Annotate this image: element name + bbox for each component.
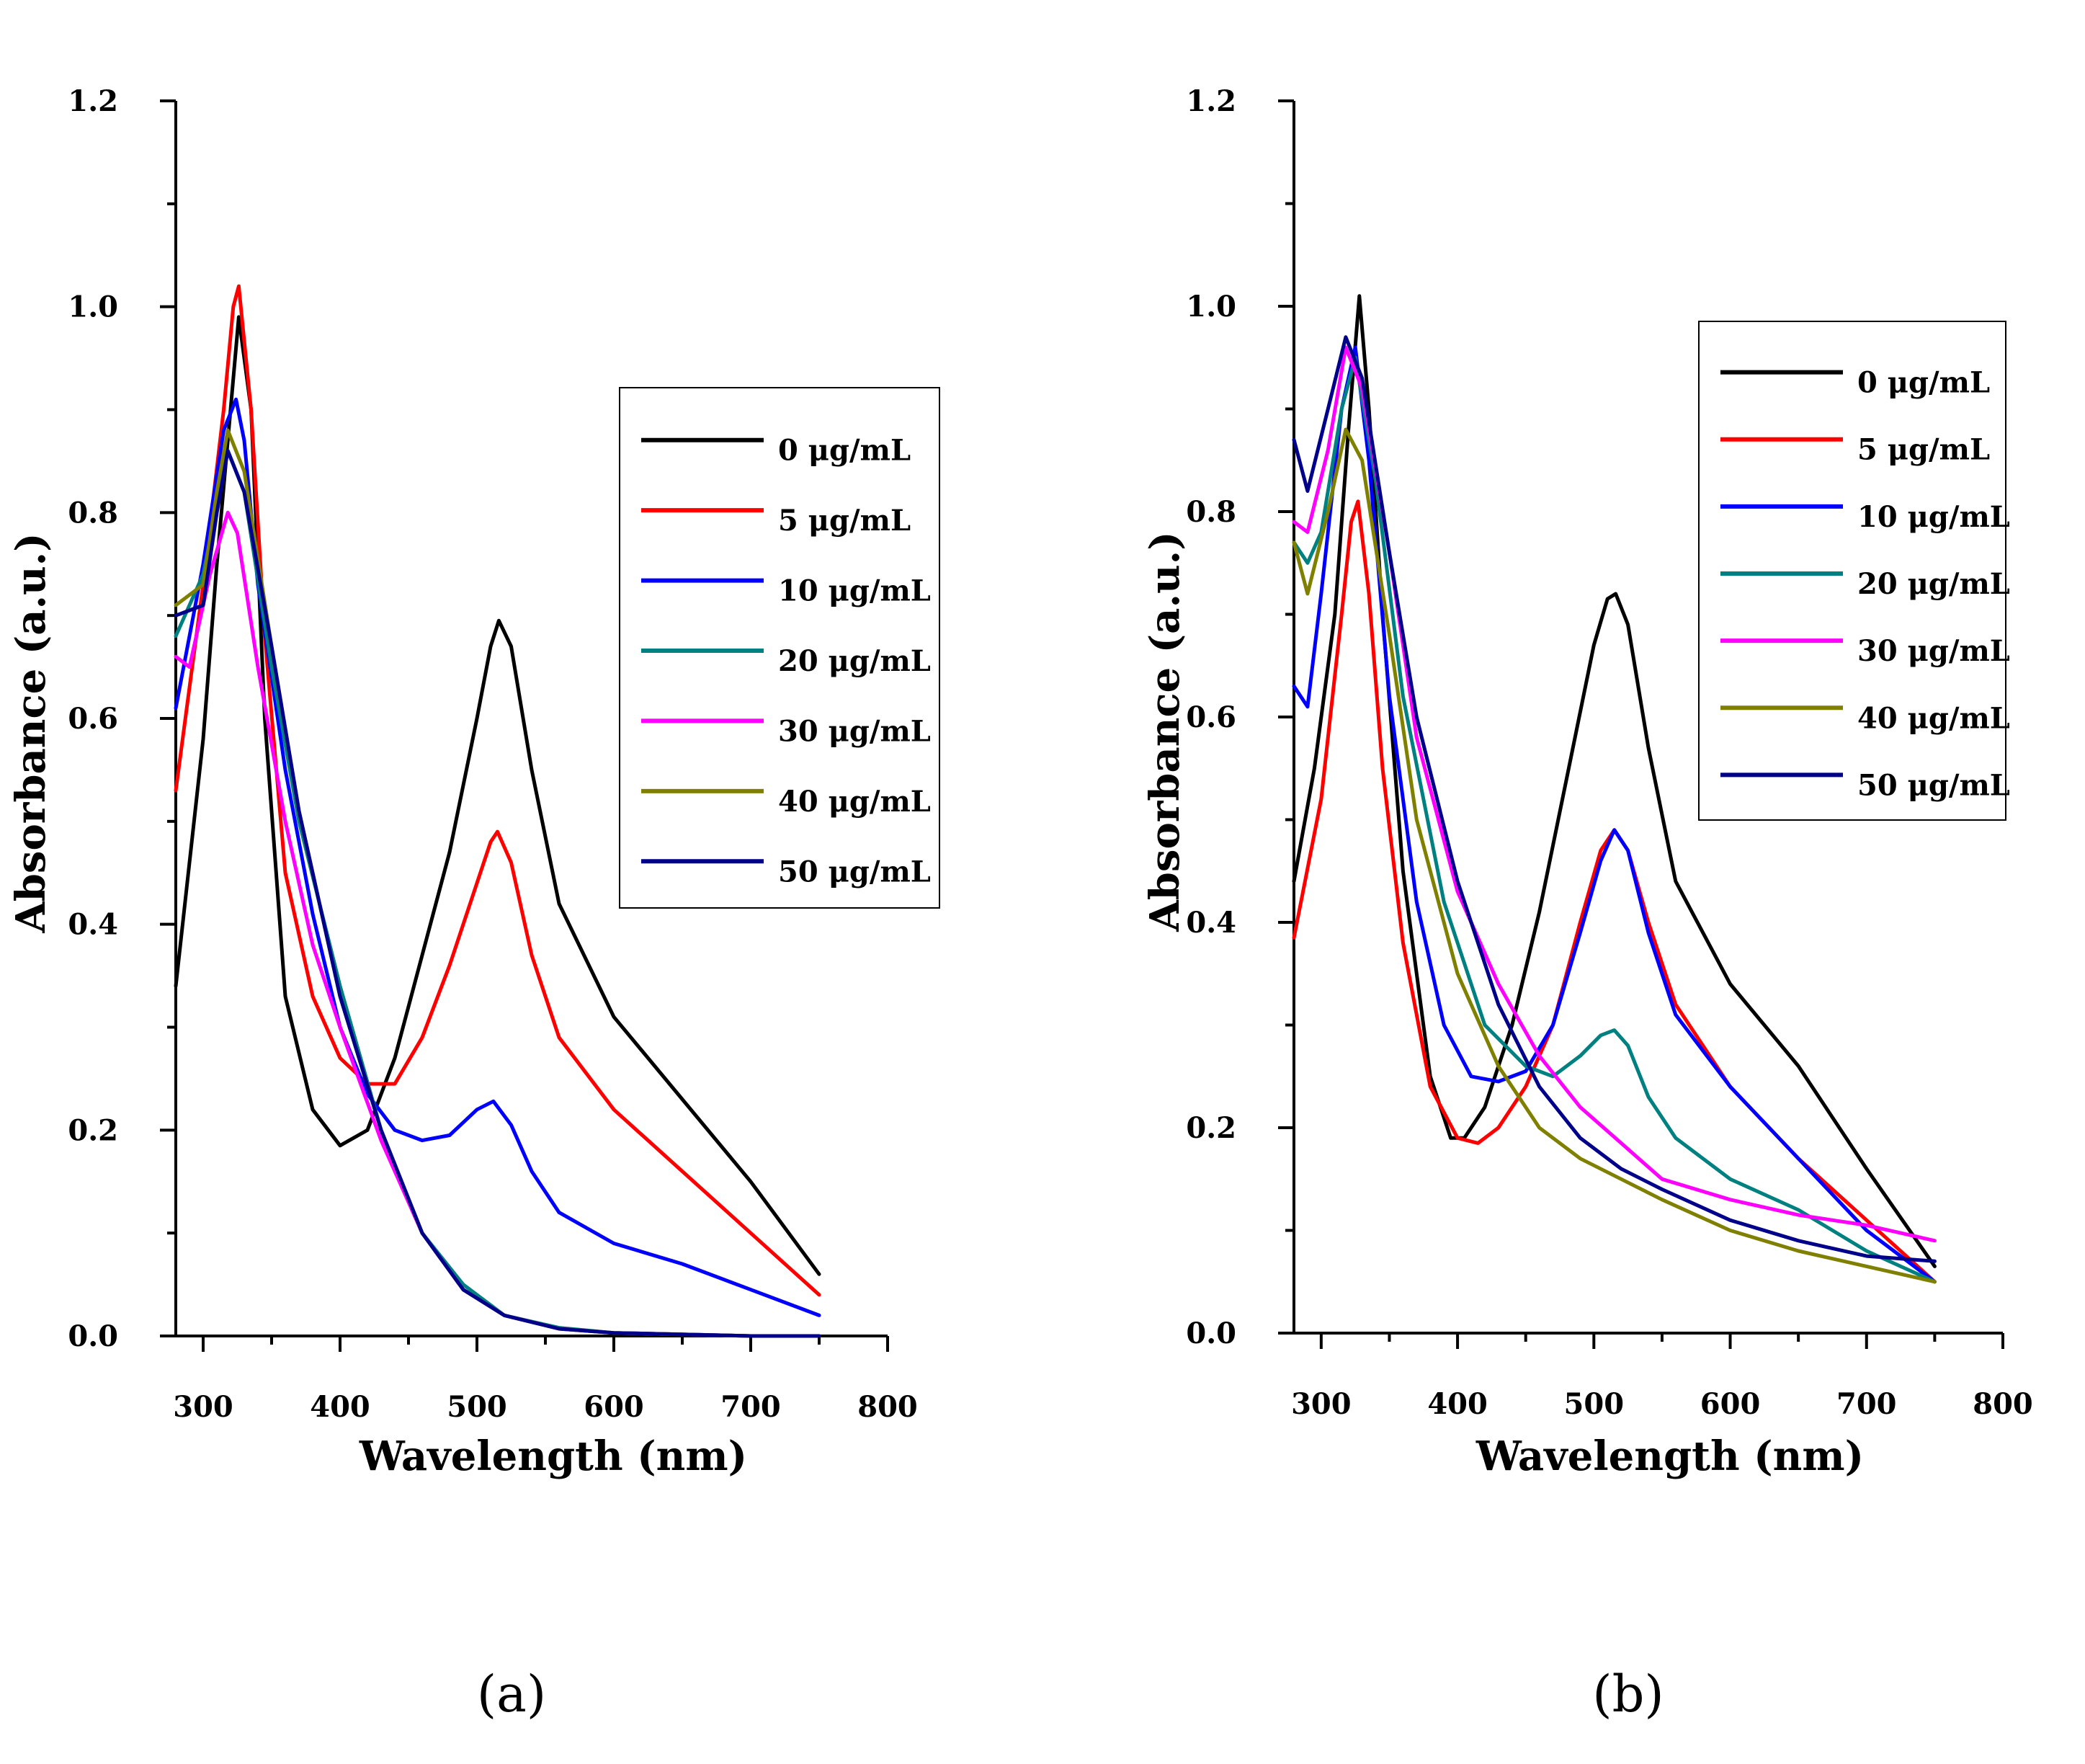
panel-a: 0.0 0.2 0.4 0.6 0.8 1.0 1.2 300 400 500 600 700 800 W… [7, 84, 940, 1724]
y-tick-label: 1.0 [1186, 290, 1236, 324]
y-tick-label: 0.4 [1186, 906, 1236, 940]
legend-label: 50 μg/mL [778, 855, 931, 888]
y-tick-label: 0.6 [68, 702, 118, 736]
legend-label: 40 μg/mL [1857, 701, 2010, 735]
x-tick-label: 600 [1700, 1387, 1761, 1421]
x-tick-label: 800 [1973, 1387, 2033, 1421]
x-tick-label: 400 [1427, 1387, 1488, 1421]
panel-b: 0.0 0.2 0.4 0.6 0.8 1.0 1.2 300 400 500 600 700 800 W… [1141, 84, 2033, 1724]
y-tick-label: 0.2 [68, 1113, 118, 1147]
series-line-50-ug-ml [174, 449, 821, 1338]
y-tick-label: 1.0 [68, 290, 118, 324]
y-tick-label: 0.0 [1186, 1317, 1236, 1350]
x-tick-label: 300 [173, 1390, 233, 1424]
legend-label: 10 μg/mL [778, 574, 931, 608]
panel-label: (b) [1592, 1665, 1664, 1724]
x-tick-label: 400 [310, 1390, 370, 1424]
legend-label: 5 μg/mL [778, 504, 911, 538]
panel-label: (a) [477, 1665, 546, 1724]
series-line-10-ug-ml [174, 397, 821, 1317]
legend-label: 30 μg/mL [778, 714, 931, 748]
x-tick-label: 700 [720, 1390, 781, 1424]
series-line-5-ug-ml [174, 284, 821, 1297]
series-line-50-ug-ml [1292, 335, 1937, 1263]
legend: 0 μg/mL 5 μg/mL 10 μg/mL 20 μg/mL 30 μg/mL 40… [1698, 321, 2010, 821]
x-axis-title: Wavelength (nm) [359, 1433, 747, 1480]
y-tick-label: 0.0 [68, 1319, 118, 1353]
y-tick-label: 0.8 [68, 496, 118, 530]
series-line-0-ug-ml [1292, 294, 1937, 1268]
y-tick-label: 0.2 [1186, 1111, 1236, 1145]
y-tick-label: 0.6 [1186, 700, 1236, 734]
legend-label: 10 μg/mL [1857, 500, 2010, 534]
series-line-0-ug-ml [174, 315, 821, 1276]
y-tick-label: 1.2 [1186, 84, 1236, 118]
x-tick-label: 600 [584, 1390, 644, 1424]
y-tick-label: 1.2 [68, 84, 118, 118]
x-tick-label: 500 [1564, 1387, 1625, 1421]
legend-label: 40 μg/mL [778, 785, 931, 819]
x-tick-label: 800 [857, 1390, 918, 1424]
y-axis-title: Absorbance (a.u.) [1141, 531, 1189, 932]
legend-label: 30 μg/mL [1857, 634, 2010, 668]
legend-box [619, 387, 940, 909]
legend-label: 20 μg/mL [778, 644, 931, 678]
legend-box [1698, 321, 2006, 821]
y-axis-title: Absorbance (a.u.) [7, 533, 55, 933]
legend-label: 50 μg/mL [1857, 768, 2010, 802]
x-tick-label: 700 [1836, 1387, 1897, 1421]
legend-label: 20 μg/mL [1857, 567, 2010, 601]
series-line-5-ug-ml [1292, 499, 1937, 1284]
legend-label: 5 μg/mL [1857, 433, 1990, 467]
series-line-20-ug-ml [1292, 355, 1937, 1284]
x-tick-label: 500 [447, 1390, 507, 1424]
legend-label: 0 μg/mL [778, 434, 911, 468]
y-tick-label: 0.4 [68, 908, 118, 942]
x-axis-title: Wavelength (nm) [1475, 1433, 1864, 1480]
series-line-30-ug-ml [1292, 345, 1937, 1243]
y-tick-label: 0.8 [1186, 495, 1236, 529]
series-line-40-ug-ml [1292, 427, 1937, 1284]
legend: 0 μg/mL 5 μg/mL 10 μg/mL 20 μg/mL 30 μg/mL 40… [619, 387, 940, 909]
legend-label: 0 μg/mL [1857, 366, 1990, 400]
x-tick-label: 300 [1291, 1387, 1352, 1421]
